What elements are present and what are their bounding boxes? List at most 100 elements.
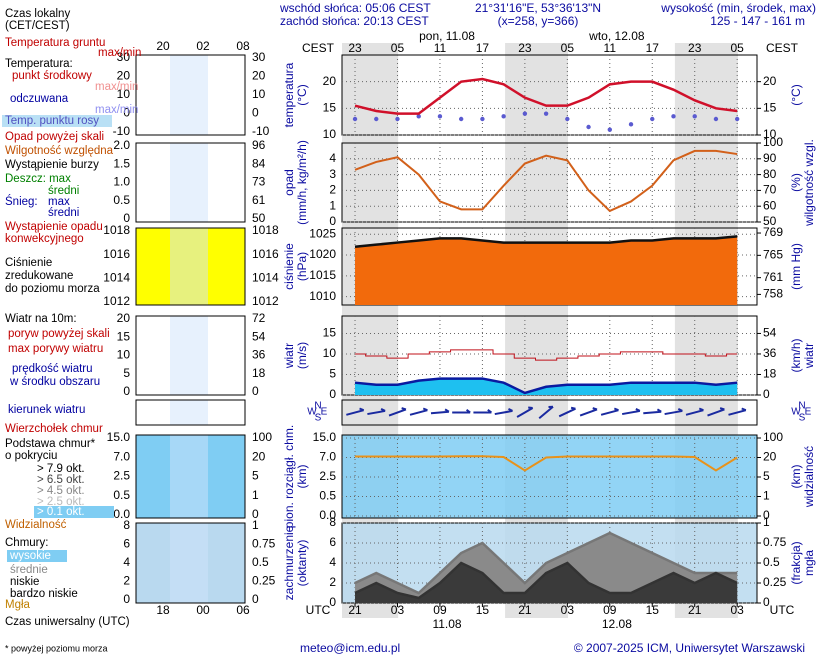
wind-arrow bbox=[516, 406, 534, 418]
y-tick-label: 0 bbox=[329, 595, 336, 609]
y2-tick-label: 758 bbox=[763, 287, 783, 301]
y-tick-label: 5 bbox=[329, 367, 336, 381]
y-tick-label: 2 bbox=[329, 575, 336, 589]
y2-axis-title: (mm Hg) bbox=[789, 243, 803, 290]
mini-top-tick: 02 bbox=[196, 39, 210, 53]
mini-tick: 20 bbox=[117, 69, 131, 83]
x-tick-label: 05 bbox=[731, 41, 745, 55]
top-axis-label: CEST bbox=[766, 41, 799, 55]
mini-tick: 73 bbox=[252, 175, 266, 189]
dew-point bbox=[565, 116, 570, 122]
y-tick-label: 0 bbox=[329, 387, 336, 401]
dew-point bbox=[416, 114, 421, 119]
dew-point bbox=[628, 122, 634, 127]
legend-label: Temperatura gruntu bbox=[5, 37, 105, 49]
legend-label: Czas uniwersalny (UTC) bbox=[5, 616, 130, 628]
legend-label: Wystąpienie opadu bbox=[5, 221, 103, 233]
legend-label: zredukowane bbox=[5, 270, 73, 282]
legend-label: > 6.5 okt. bbox=[37, 474, 85, 486]
x-tick-label: 11 bbox=[604, 41, 617, 55]
legend-swatch bbox=[34, 506, 114, 518]
y2-tick-label: 0 bbox=[763, 595, 770, 609]
mini-tick: 96 bbox=[252, 138, 266, 152]
legend-label: Mgła bbox=[5, 599, 31, 611]
mini-tick: 10 bbox=[117, 348, 131, 362]
mini-tick: 2 bbox=[123, 574, 130, 588]
y2-tick-label: 100 bbox=[763, 135, 783, 149]
dew-point bbox=[374, 116, 379, 122]
mini-tick: 84 bbox=[252, 156, 266, 170]
legend-label: Czas lokalny bbox=[5, 8, 70, 20]
legend-label: niskie bbox=[10, 576, 39, 588]
y2-axis-title: (km) bbox=[789, 465, 803, 489]
mini-tick: 2.0 bbox=[113, 138, 130, 152]
wind-arrow bbox=[538, 405, 554, 420]
legend-label: punkt środkowy bbox=[12, 70, 92, 82]
compass: N bbox=[314, 401, 321, 412]
mini-frame bbox=[135, 227, 246, 306]
y2-tick-label: 100 bbox=[763, 430, 783, 444]
mini-tick: 0 bbox=[123, 211, 130, 225]
legend-label: wysokie bbox=[9, 550, 51, 562]
wind-arrow bbox=[579, 407, 598, 417]
mini-tick: 6 bbox=[123, 537, 130, 551]
coords: 21°31'16"E, 53°36'13"N bbox=[475, 1, 601, 15]
bottom-axis-label: UTC bbox=[306, 603, 331, 617]
dew-point bbox=[352, 116, 358, 122]
y-axis-title: (°C) bbox=[295, 84, 309, 105]
y-axis-title: (oktanty) bbox=[295, 540, 309, 587]
mini-tick: 1.5 bbox=[113, 156, 130, 170]
email[interactable]: meteo@icm.edu.pl bbox=[300, 641, 400, 655]
mini-tick: 1012 bbox=[252, 294, 279, 308]
x-tick-label: 09 bbox=[433, 603, 447, 617]
y2-tick-label: 36 bbox=[763, 346, 777, 360]
y2-tick-label: 1 bbox=[763, 489, 770, 503]
mini-tick: -10 bbox=[252, 124, 270, 138]
y2-tick-label: 5 bbox=[763, 469, 770, 483]
y-tick-label: 1025 bbox=[309, 226, 336, 240]
x-tick-label: 03 bbox=[391, 603, 405, 617]
mini-tick: 4 bbox=[123, 555, 130, 569]
y2-tick-label: 0.75 bbox=[763, 535, 787, 549]
x-tick-label: 15 bbox=[476, 603, 490, 617]
y2-tick-label: 0.25 bbox=[763, 575, 787, 589]
dew-point bbox=[395, 116, 400, 122]
line bbox=[354, 149, 738, 213]
legend-label: Widzialność bbox=[5, 519, 67, 531]
wind-arrow bbox=[707, 407, 725, 417]
dew-point bbox=[713, 116, 719, 122]
y2-tick-label: 80 bbox=[763, 167, 777, 181]
y2-tick-label: 765 bbox=[763, 248, 783, 262]
y-tick-label: 1015 bbox=[309, 268, 336, 282]
mini-tick: 61 bbox=[252, 193, 266, 207]
compass: E bbox=[805, 407, 812, 418]
dew-point bbox=[692, 114, 697, 119]
legend-label: do poziomu morza bbox=[5, 283, 100, 295]
y2-axis-title: (frakcja) bbox=[789, 541, 803, 584]
x-tick-label: 23 bbox=[348, 41, 362, 55]
mini-tick: 1014 bbox=[103, 271, 130, 285]
bottom-axis-label: UTC bbox=[770, 603, 795, 617]
mini-tick: 5 bbox=[123, 366, 130, 380]
y2-tick-label: 20 bbox=[763, 74, 777, 88]
legend-label: odczuwana bbox=[10, 93, 69, 105]
legend-label: max bbox=[48, 196, 70, 208]
legend-label: Temp. punktu rosy bbox=[5, 115, 99, 127]
y2-tick-label: 18 bbox=[763, 367, 777, 381]
wind-arrow bbox=[473, 409, 493, 414]
wind-arrow bbox=[346, 407, 365, 416]
y2-tick-label: 15 bbox=[763, 101, 777, 115]
y2-tick-label: 50 bbox=[763, 214, 777, 228]
sunrise: wschód słońca: 05:06 CEST bbox=[279, 1, 431, 15]
dew-point bbox=[734, 116, 740, 122]
mini-tick: 1 bbox=[252, 518, 259, 532]
mini-frame bbox=[135, 399, 246, 426]
mini-tick: 15.0 bbox=[107, 430, 131, 444]
y2-tick-label: 769 bbox=[763, 225, 783, 239]
dew-point bbox=[480, 116, 485, 122]
mini-day bbox=[170, 55, 208, 135]
y2-axis-title: wiatr bbox=[802, 343, 816, 369]
y-axis-title: pion. rozciągł. chm. bbox=[282, 425, 296, 528]
legend-swatch bbox=[2, 115, 112, 127]
